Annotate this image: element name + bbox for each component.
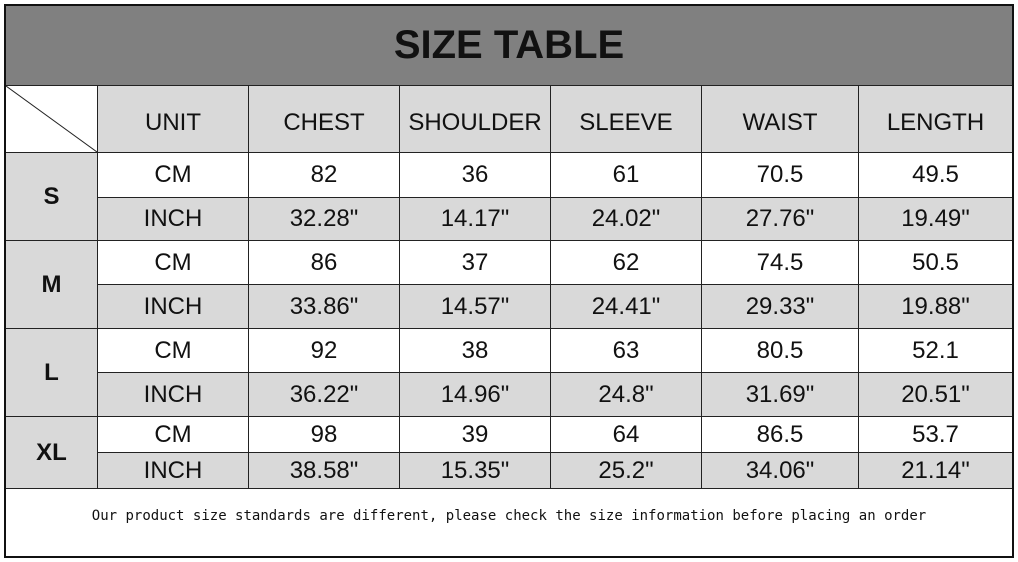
unit-cell: INCH bbox=[98, 285, 249, 329]
measurement-cell: 52.1 bbox=[859, 329, 1012, 373]
measurement-cell: 31.69" bbox=[702, 373, 859, 417]
size-label: XL bbox=[6, 417, 98, 489]
measurement-cell: 38.58" bbox=[249, 453, 400, 489]
measurement-cell: 63 bbox=[551, 329, 702, 373]
measurement-cell: 50.5 bbox=[859, 241, 1012, 285]
measurement-cell: 70.5 bbox=[702, 153, 859, 198]
measurement-cell: 86 bbox=[249, 241, 400, 285]
measurement-cell: 36 bbox=[400, 153, 551, 198]
measurement-cell: 15.35" bbox=[400, 453, 551, 489]
unit-cell: INCH bbox=[98, 453, 249, 489]
measurement-cell: 92 bbox=[249, 329, 400, 373]
table-title: SIZE TABLE bbox=[6, 6, 1012, 86]
measurement-cell: 74.5 bbox=[702, 241, 859, 285]
measurement-cell: 82 bbox=[249, 153, 400, 198]
measurement-cell: 49.5 bbox=[859, 153, 1012, 198]
header-unit: UNIT bbox=[98, 86, 249, 153]
measurement-cell: 53.7 bbox=[859, 417, 1012, 453]
measurement-cell: 37 bbox=[400, 241, 551, 285]
measurement-cell: 27.76" bbox=[702, 198, 859, 241]
measurement-cell: 33.86" bbox=[249, 285, 400, 329]
measurement-cell: 80.5 bbox=[702, 329, 859, 373]
header-chest: CHEST bbox=[249, 86, 400, 153]
unit-cell: CM bbox=[98, 241, 249, 285]
measurement-cell: 19.49" bbox=[859, 198, 1012, 241]
measurement-cell: 14.96" bbox=[400, 373, 551, 417]
measurement-cell: 64 bbox=[551, 417, 702, 453]
unit-cell: CM bbox=[98, 417, 249, 453]
size-label: S bbox=[6, 153, 98, 241]
measurement-cell: 34.06" bbox=[702, 453, 859, 489]
size-table: SIZE TABLE UNIT CHEST SHOULDER SLEEVE WA… bbox=[4, 4, 1014, 558]
measurement-cell: 32.28" bbox=[249, 198, 400, 241]
measurement-cell: 62 bbox=[551, 241, 702, 285]
measurement-cell: 21.14" bbox=[859, 453, 1012, 489]
measurement-cell: 98 bbox=[249, 417, 400, 453]
diagonal-corner-cell bbox=[6, 86, 98, 153]
measurement-cell: 61 bbox=[551, 153, 702, 198]
measurement-cell: 19.88" bbox=[859, 285, 1012, 329]
measurement-cell: 25.2" bbox=[551, 453, 702, 489]
size-note: Our product size standards are different… bbox=[6, 489, 1012, 556]
measurement-cell: 14.57" bbox=[400, 285, 551, 329]
measurement-cell: 14.17" bbox=[400, 198, 551, 241]
header-shoulder: SHOULDER bbox=[400, 86, 551, 153]
size-label: M bbox=[6, 241, 98, 329]
unit-cell: INCH bbox=[98, 198, 249, 241]
unit-cell: CM bbox=[98, 153, 249, 198]
measurement-cell: 24.8" bbox=[551, 373, 702, 417]
measurement-cell: 24.41" bbox=[551, 285, 702, 329]
measurement-cell: 39 bbox=[400, 417, 551, 453]
unit-cell: INCH bbox=[98, 373, 249, 417]
measurement-cell: 36.22" bbox=[249, 373, 400, 417]
measurement-cell: 86.5 bbox=[702, 417, 859, 453]
size-label: L bbox=[6, 329, 98, 417]
measurement-cell: 24.02" bbox=[551, 198, 702, 241]
measurement-cell: 38 bbox=[400, 329, 551, 373]
unit-cell: CM bbox=[98, 329, 249, 373]
header-sleeve: SLEEVE bbox=[551, 86, 702, 153]
header-length: LENGTH bbox=[859, 86, 1012, 153]
measurement-cell: 20.51" bbox=[859, 373, 1012, 417]
measurement-cell: 29.33" bbox=[702, 285, 859, 329]
header-waist: WAIST bbox=[702, 86, 859, 153]
